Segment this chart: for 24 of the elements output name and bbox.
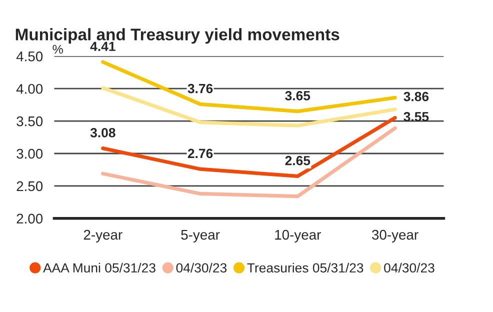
data-label: 3.55 [404,112,429,122]
x-tick-label: 30-year [372,230,418,242]
y-tick-label: 3.00 [16,148,43,159]
data-label: 3.65 [285,91,310,100]
x-tick-label: 5-year [181,230,220,242]
y-tick-label: 4.00 [16,84,43,94]
legend-label: 04/30/23 [384,262,434,273]
data-label: 2.65 [285,156,310,166]
legend-label: 04/30/23 [176,262,227,273]
y-tick-label: 2.50 [16,181,43,192]
data-label: 3.08 [90,128,116,138]
line-series [101,60,397,114]
x-tick-label: 10-year [275,230,321,242]
data-label: 3.86 [404,92,429,102]
y-tick-label: 3.50 [16,116,43,126]
y-tick-label: 2.00 [16,214,43,224]
y-axis-title: % [52,44,63,54]
data-label: 3.76 [188,84,213,94]
legend-label: AAA Muni 05/31/23 [43,262,156,273]
legend-label: Treasuries 05/31/23 [247,262,364,273]
data-label: 4.41 [90,42,116,51]
x-tick-label: 2-year [84,230,122,242]
y-tick-label: 4.50 [16,51,43,62]
data-label: 2.76 [188,148,213,158]
